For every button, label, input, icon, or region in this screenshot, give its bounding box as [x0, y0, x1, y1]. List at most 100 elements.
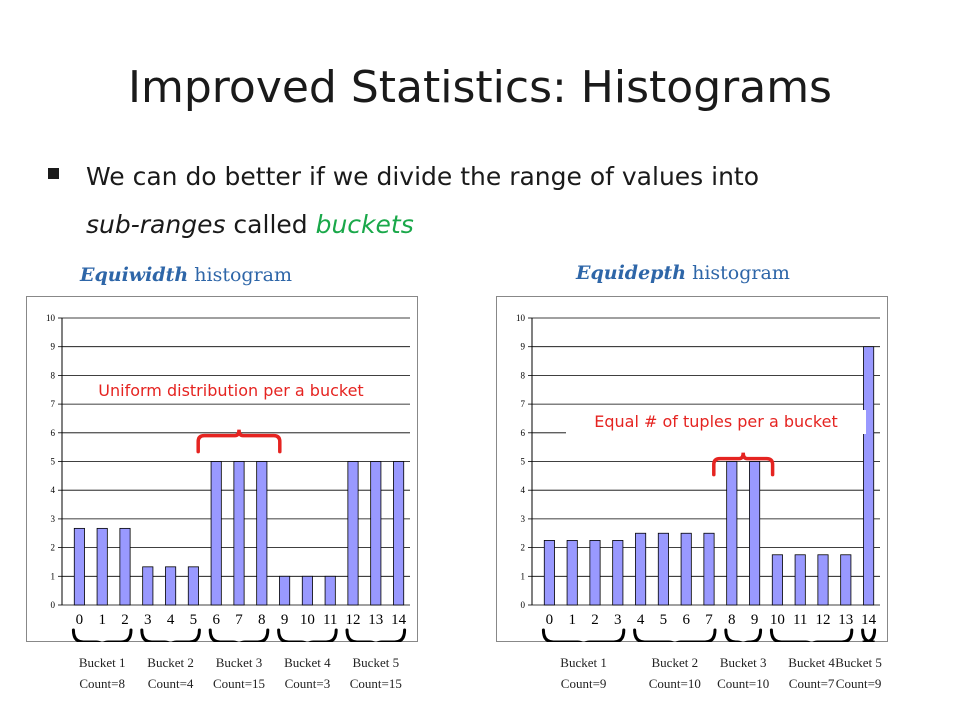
- bar: [771, 554, 783, 606]
- highlight-brace: [196, 429, 282, 454]
- equidepth-heading-bold: Equidepth: [576, 262, 687, 284]
- x-tick-label: 0: [546, 612, 554, 628]
- bar: [96, 527, 108, 606]
- bucket-label: Bucket 1 Count=9: [548, 652, 620, 694]
- y-tick-label: 0: [521, 600, 526, 610]
- bucket-name: Bucket 4: [284, 655, 331, 670]
- equiwidth-heading-rest: histogram: [188, 264, 293, 286]
- x-tick-label: 2: [591, 612, 599, 628]
- bar: [210, 461, 222, 606]
- y-tick-label: 10: [46, 313, 56, 323]
- x-tick-label: 4: [167, 612, 175, 628]
- x-tick-label: 3: [614, 612, 622, 628]
- y-tick-label: 7: [51, 399, 56, 409]
- x-tick-label: 0: [76, 612, 84, 628]
- term-sub-ranges: sub-ranges: [86, 210, 226, 239]
- bucket-count: Count=9: [560, 676, 607, 691]
- y-tick-label: 9: [51, 342, 56, 352]
- y-tick-label: 4: [51, 485, 56, 495]
- bar: [324, 575, 336, 606]
- bar: [279, 575, 291, 606]
- x-tick-label: 14: [861, 612, 877, 628]
- x-tick-label: 4: [637, 612, 645, 628]
- x-tick-label: 14: [391, 612, 407, 628]
- bar: [566, 540, 578, 606]
- bucket-count: Count=10: [717, 676, 770, 691]
- bar: [142, 566, 154, 606]
- bar: [119, 527, 131, 606]
- bar: [840, 554, 852, 606]
- x-tick-label: 11: [793, 612, 807, 628]
- annotation-box: [566, 410, 866, 434]
- bucket-name: Bucket 4: [788, 655, 835, 670]
- bucket-count: Count=8: [79, 676, 125, 691]
- x-tick-label: 6: [682, 612, 690, 628]
- bar: [73, 527, 85, 606]
- x-tick-label: 9: [281, 612, 289, 628]
- bar: [612, 540, 624, 606]
- bucket-name: Bucket 2: [651, 655, 699, 670]
- bucket-brace: [71, 628, 133, 642]
- x-tick-label: 5: [660, 612, 668, 628]
- x-tick-label: 1: [568, 612, 576, 628]
- x-tick-label: 13: [368, 612, 383, 628]
- bar: [301, 575, 313, 606]
- bucket-brace: [208, 628, 270, 642]
- y-tick-label: 7: [521, 399, 526, 409]
- x-tick-label: 13: [838, 612, 853, 628]
- chart-frame: [26, 296, 418, 642]
- bullet-line-2: sub-ranges called buckets: [86, 210, 414, 239]
- annotation-text: Uniform distribution per a bucket: [98, 381, 363, 400]
- x-tick-label: 1: [98, 612, 106, 628]
- bucket-count: Count=10: [648, 676, 701, 691]
- y-tick-label: 8: [521, 370, 526, 380]
- bucket-count: Count=4: [147, 676, 194, 691]
- bucket-label: Bucket 1 Count=8: [66, 652, 138, 694]
- y-tick-label: 9: [521, 342, 526, 352]
- bar: [370, 461, 382, 606]
- bucket-name: Bucket 5: [835, 655, 882, 670]
- bucket-name: Bucket 3: [215, 655, 263, 670]
- bucket-brace: [345, 628, 407, 642]
- highlight-brace: [712, 452, 775, 477]
- bucket-name: Bucket 1: [560, 655, 607, 670]
- bucket-label: Bucket 3 Count=10: [707, 652, 779, 694]
- bar: [543, 540, 555, 606]
- y-tick-label: 1: [51, 571, 56, 581]
- x-tick-label: 8: [728, 612, 736, 628]
- bucket-count: Count=15: [212, 676, 266, 691]
- x-tick-label: 7: [705, 612, 713, 628]
- bar: [256, 461, 268, 606]
- bar: [165, 566, 177, 606]
- bucket-label: Bucket 5 Count=15: [340, 652, 412, 694]
- bar: [863, 346, 875, 606]
- annotation-box: [66, 379, 396, 403]
- bar: [703, 532, 715, 606]
- annotation-text: Equal # of tuples per a bucket: [594, 412, 837, 431]
- y-tick-label: 0: [51, 600, 56, 610]
- slide-title: Improved Statistics: Histograms: [128, 62, 832, 113]
- bucket-brace: [541, 628, 626, 642]
- y-tick-label: 5: [51, 457, 56, 467]
- x-tick-label: 11: [323, 612, 337, 628]
- bucket-brace: [861, 628, 877, 642]
- y-tick-label: 6: [521, 428, 526, 438]
- bar: [680, 532, 692, 606]
- bar: [635, 532, 647, 606]
- bullet-square-icon: [48, 168, 59, 179]
- bucket-label: Bucket 3 Count=15: [203, 652, 275, 694]
- bucket-name: Bucket 1: [78, 655, 126, 670]
- bucket-brace: [769, 628, 854, 642]
- x-tick-label: 3: [144, 612, 152, 628]
- y-tick-label: 2: [51, 543, 56, 553]
- y-tick-label: 4: [521, 485, 526, 495]
- y-tick-label: 8: [51, 370, 56, 380]
- bucket-name: Bucket 2: [147, 655, 194, 670]
- bar: [393, 461, 405, 606]
- x-tick-label: 12: [816, 612, 831, 628]
- bucket-brace: [633, 628, 717, 642]
- equidepth-heading-rest: histogram: [686, 262, 790, 284]
- x-tick-label: 9: [751, 612, 759, 628]
- bucket-brace: [277, 628, 338, 642]
